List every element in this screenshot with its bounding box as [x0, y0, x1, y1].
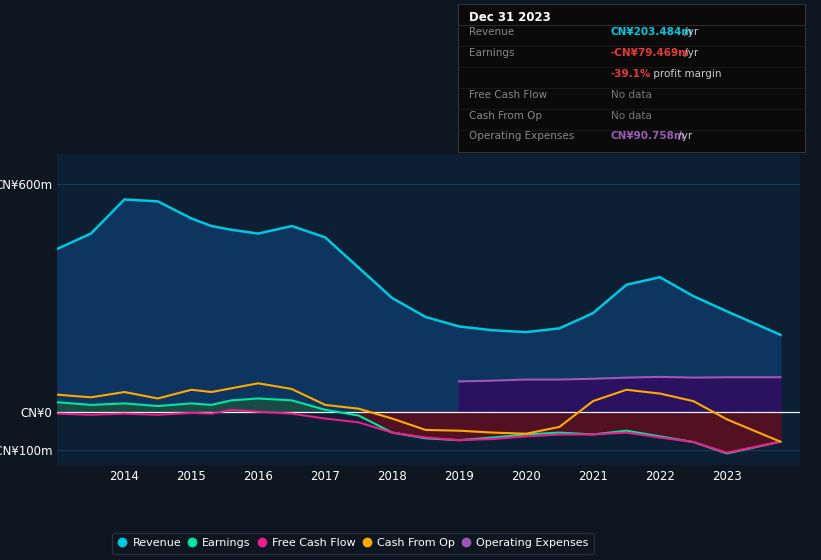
Text: /yr: /yr	[681, 48, 698, 58]
Legend: Revenue, Earnings, Free Cash Flow, Cash From Op, Operating Expenses: Revenue, Earnings, Free Cash Flow, Cash …	[112, 533, 594, 554]
Text: Cash From Op: Cash From Op	[469, 110, 542, 120]
Text: Free Cash Flow: Free Cash Flow	[469, 90, 547, 100]
Text: No data: No data	[611, 110, 651, 120]
Text: Operating Expenses: Operating Expenses	[469, 132, 574, 142]
Text: Dec 31 2023: Dec 31 2023	[469, 11, 550, 24]
Text: /yr: /yr	[681, 27, 698, 37]
Text: Revenue: Revenue	[469, 27, 514, 37]
Text: -CN¥79.469m: -CN¥79.469m	[611, 48, 690, 58]
Text: /yr: /yr	[675, 132, 692, 142]
Text: No data: No data	[611, 90, 651, 100]
Text: CN¥90.758m: CN¥90.758m	[611, 132, 686, 142]
Text: profit margin: profit margin	[649, 69, 721, 79]
Text: Earnings: Earnings	[469, 48, 514, 58]
Text: CN¥203.484m: CN¥203.484m	[611, 27, 693, 37]
Text: -39.1%: -39.1%	[611, 69, 651, 79]
